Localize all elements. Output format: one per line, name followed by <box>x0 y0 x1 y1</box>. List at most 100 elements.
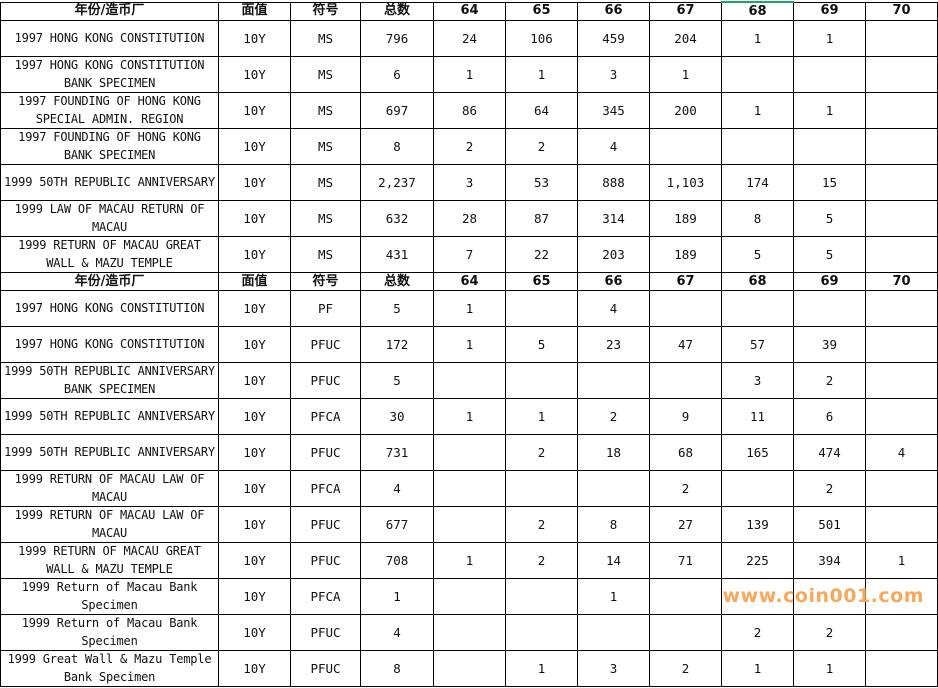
cell-grade[interactable]: PFUC <box>290 326 361 363</box>
header-64[interactable]: 64 <box>433 272 506 291</box>
header-total[interactable]: 总数 <box>360 272 434 291</box>
cell-grade-count[interactable] <box>505 614 578 651</box>
cell-grade-count[interactable]: 47 <box>649 326 722 363</box>
cell-name[interactable]: 1997 FOUNDING OF HONG KONG SPECIAL ADMIN… <box>0 92 219 129</box>
cell-name[interactable]: 1999 50TH REPUBLIC ANNIVERSARY <box>0 398 219 435</box>
cell-grade[interactable]: PFUC <box>290 362 361 399</box>
cell-grade-count[interactable]: 1 <box>721 92 794 129</box>
cell-grade-count[interactable]: 11 <box>721 398 794 435</box>
cell-denomination[interactable]: 10Y <box>218 614 291 651</box>
cell-grade-count[interactable]: 2 <box>649 650 722 687</box>
cell-grade-count[interactable]: 204 <box>649 20 722 57</box>
cell-grade-count[interactable] <box>433 434 506 471</box>
cell-grade-count[interactable]: 2 <box>505 542 578 579</box>
cell-grade-count[interactable]: 1 <box>721 20 794 57</box>
cell-grade-count[interactable] <box>793 290 866 327</box>
cell-grade-count[interactable] <box>865 92 938 129</box>
cell-grade-count[interactable]: 1,103 <box>649 164 722 201</box>
cell-grade-count[interactable]: 1 <box>505 650 578 687</box>
cell-grade-count[interactable]: 2 <box>793 470 866 507</box>
cell-name[interactable]: 1997 HONG KONG CONSTITUTION <box>0 326 219 363</box>
cell-name[interactable]: 1999 RETURN OF MACAU LAW OF MACAU <box>0 470 219 507</box>
header-year-mint[interactable]: 年份/造币厂 <box>0 272 219 291</box>
cell-grade-count[interactable] <box>505 578 578 615</box>
cell-name[interactable]: 1999 50TH REPUBLIC ANNIVERSARY <box>0 164 219 201</box>
cell-grade-count[interactable]: 1 <box>793 20 866 57</box>
header-grade[interactable]: 符号 <box>290 1 361 21</box>
cell-grade-count[interactable]: 4 <box>577 128 650 165</box>
cell-grade-count[interactable]: 14 <box>577 542 650 579</box>
cell-grade-count[interactable]: 1 <box>433 290 506 327</box>
cell-grade-count[interactable]: 2 <box>577 398 650 435</box>
header-denomination[interactable]: 面值 <box>218 1 291 21</box>
header-68[interactable]: 68 <box>721 272 794 291</box>
cell-total[interactable]: 677 <box>360 506 434 543</box>
cell-grade-count[interactable] <box>793 578 866 615</box>
cell-name[interactable]: 1999 RETURN OF MACAU GREAT WALL & MAZU T… <box>0 542 219 579</box>
cell-grade-count[interactable]: 2 <box>721 614 794 651</box>
cell-total[interactable]: 8 <box>360 128 434 165</box>
cell-denomination[interactable]: 10Y <box>218 542 291 579</box>
header-denomination[interactable]: 面值 <box>218 272 291 291</box>
cell-grade-count[interactable]: 15 <box>793 164 866 201</box>
cell-total[interactable]: 5 <box>360 290 434 327</box>
cell-grade[interactable]: PFCA <box>290 578 361 615</box>
header-68[interactable]: 68 <box>721 1 794 21</box>
cell-grade-count[interactable] <box>649 614 722 651</box>
cell-grade[interactable]: PFUC <box>290 506 361 543</box>
cell-grade-count[interactable]: 1 <box>649 56 722 93</box>
cell-grade[interactable]: MS <box>290 200 361 237</box>
cell-grade-count[interactable]: 1 <box>433 542 506 579</box>
cell-grade-count[interactable]: 2 <box>793 362 866 399</box>
cell-grade-count[interactable]: 394 <box>793 542 866 579</box>
cell-grade-count[interactable] <box>865 398 938 435</box>
cell-grade-count[interactable]: 57 <box>721 326 794 363</box>
cell-grade-count[interactable]: 71 <box>649 542 722 579</box>
cell-total[interactable]: 2,237 <box>360 164 434 201</box>
cell-grade-count[interactable] <box>865 56 938 93</box>
cell-grade-count[interactable]: 64 <box>505 92 578 129</box>
cell-grade-count[interactable]: 2 <box>433 128 506 165</box>
cell-denomination[interactable]: 10Y <box>218 470 291 507</box>
cell-grade-count[interactable] <box>865 20 938 57</box>
cell-grade-count[interactable]: 87 <box>505 200 578 237</box>
cell-grade-count[interactable] <box>649 362 722 399</box>
cell-grade-count[interactable]: 6 <box>793 398 866 435</box>
cell-total[interactable]: 172 <box>360 326 434 363</box>
cell-grade-count[interactable]: 2 <box>505 434 578 471</box>
cell-grade-count[interactable]: 2 <box>649 470 722 507</box>
cell-grade[interactable]: PFCA <box>290 398 361 435</box>
cell-denomination[interactable]: 10Y <box>218 290 291 327</box>
header-70[interactable]: 70 <box>865 272 938 291</box>
cell-grade-count[interactable] <box>721 470 794 507</box>
cell-grade-count[interactable]: 474 <box>793 434 866 471</box>
cell-grade[interactable]: PFUC <box>290 650 361 687</box>
cell-grade-count[interactable]: 22 <box>505 236 578 273</box>
cell-grade-count[interactable]: 18 <box>577 434 650 471</box>
cell-grade-count[interactable]: 3 <box>721 362 794 399</box>
cell-total[interactable]: 5 <box>360 362 434 399</box>
cell-grade-count[interactable]: 5 <box>721 236 794 273</box>
cell-grade-count[interactable]: 1 <box>793 92 866 129</box>
cell-grade-count[interactable] <box>577 362 650 399</box>
cell-total[interactable]: 632 <box>360 200 434 237</box>
cell-grade-count[interactable]: 4 <box>865 434 938 471</box>
cell-grade[interactable]: MS <box>290 92 361 129</box>
cell-denomination[interactable]: 10Y <box>218 92 291 129</box>
cell-grade-count[interactable] <box>649 290 722 327</box>
cell-grade-count[interactable]: 106 <box>505 20 578 57</box>
cell-grade-count[interactable]: 1 <box>433 326 506 363</box>
cell-grade-count[interactable] <box>865 650 938 687</box>
cell-grade-count[interactable]: 2 <box>505 506 578 543</box>
cell-denomination[interactable]: 10Y <box>218 164 291 201</box>
cell-name[interactable]: 1999 Return of Macau Bank Specimen <box>0 614 219 651</box>
cell-grade-count[interactable]: 5 <box>505 326 578 363</box>
header-67[interactable]: 67 <box>649 272 722 291</box>
cell-grade-count[interactable] <box>433 614 506 651</box>
cell-grade[interactable]: MS <box>290 56 361 93</box>
cell-grade-count[interactable]: 225 <box>721 542 794 579</box>
cell-name[interactable]: 1997 HONG KONG CONSTITUTION BANK SPECIME… <box>0 56 219 93</box>
cell-total[interactable]: 731 <box>360 434 434 471</box>
cell-total[interactable]: 8 <box>360 650 434 687</box>
cell-total[interactable]: 6 <box>360 56 434 93</box>
